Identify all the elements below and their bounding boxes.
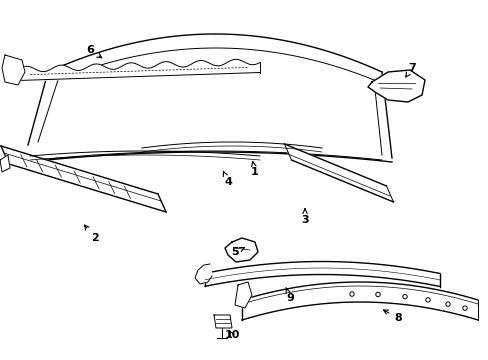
Text: 6: 6 xyxy=(86,45,102,58)
Text: 7: 7 xyxy=(405,63,415,77)
Text: 1: 1 xyxy=(251,161,258,177)
Text: 9: 9 xyxy=(285,288,293,303)
Text: 3: 3 xyxy=(301,209,308,225)
Polygon shape xyxy=(214,315,231,328)
Text: 8: 8 xyxy=(383,310,401,323)
Text: 5: 5 xyxy=(231,247,244,257)
Polygon shape xyxy=(284,144,393,202)
Polygon shape xyxy=(2,55,25,85)
Text: 4: 4 xyxy=(223,171,231,187)
Polygon shape xyxy=(195,264,212,284)
Polygon shape xyxy=(0,155,10,172)
Polygon shape xyxy=(235,282,251,308)
Text: 10: 10 xyxy=(224,330,239,340)
Text: 2: 2 xyxy=(84,225,99,243)
Polygon shape xyxy=(367,70,424,102)
Polygon shape xyxy=(224,238,258,262)
Polygon shape xyxy=(1,146,165,212)
